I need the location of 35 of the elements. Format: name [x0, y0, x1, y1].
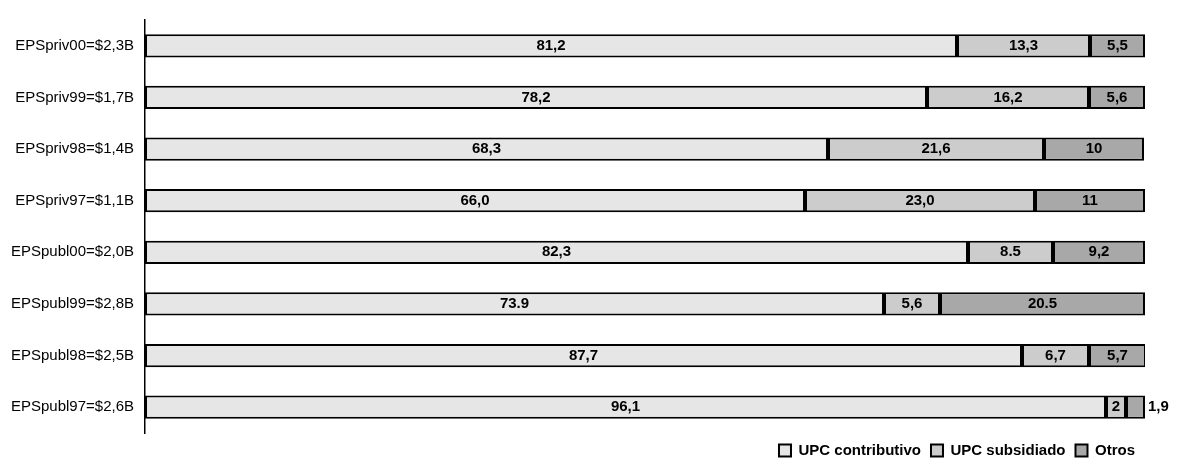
- data-label: 23,0: [905, 190, 935, 208]
- data-label: 5,6: [901, 294, 923, 312]
- data-label: 10: [1085, 139, 1103, 157]
- data-label: 13,3: [1008, 35, 1039, 53]
- y-tick-label: EPSpriv97=$1,1B: [15, 190, 135, 208]
- data-label: 81,2: [536, 35, 566, 53]
- data-label: 11: [1082, 190, 1098, 208]
- y-tick-label: EPSpriv99=$1,7B: [15, 87, 135, 105]
- y-tick-label: EPSpubl00=$2,0B: [10, 242, 135, 260]
- data-label: 82,3: [541, 242, 572, 260]
- data-label: 78,2: [521, 87, 551, 105]
- data-label: 66,0: [460, 190, 490, 208]
- data-label: 9,2: [1088, 242, 1110, 260]
- data-label: 96,1: [610, 397, 641, 415]
- data-label: 8.5: [1000, 242, 1021, 260]
- legend-label: UPC subsidiado: [950, 440, 1066, 458]
- data-label: 5,6: [1106, 87, 1128, 105]
- data-label: 6,7: [1045, 345, 1066, 363]
- y-tick-label: EPSpriv00=$2,3B: [15, 35, 135, 53]
- data-label: 20.5: [1027, 294, 1058, 312]
- data-label: 5,7: [1107, 345, 1128, 363]
- y-tick-label: EPSpriv98=$1,4B: [15, 139, 135, 157]
- data-label: 73.9: [499, 294, 530, 312]
- data-label: 16,2: [993, 87, 1023, 105]
- legend-label: Otros: [1095, 440, 1136, 458]
- data-label: 5,5: [1107, 35, 1128, 53]
- legend-label: UPC contributivo: [798, 440, 921, 458]
- data-label: 2: [1111, 397, 1121, 415]
- y-tick-label: EPSpubl99=$2,8B: [10, 294, 135, 312]
- data-label: 87,7: [568, 345, 599, 363]
- y-tick-label: EPSpubl97=$2,6B: [10, 397, 135, 415]
- data-label: 68,3: [471, 139, 502, 157]
- data-label: 21,6: [921, 139, 951, 157]
- y-tick-label: EPSpubl98=$2,5B: [10, 345, 135, 363]
- data-label: 1,9: [1148, 397, 1169, 415]
